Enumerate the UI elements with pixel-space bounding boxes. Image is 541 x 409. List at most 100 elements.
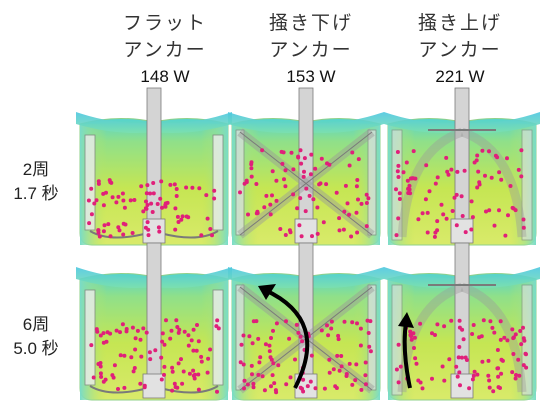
particle	[474, 158, 479, 163]
particle	[435, 322, 440, 327]
particle	[262, 388, 267, 393]
particle-cloud	[86, 178, 217, 239]
particle	[164, 318, 168, 323]
particle	[457, 318, 462, 323]
particle	[144, 199, 148, 204]
particle	[513, 376, 518, 381]
particle	[299, 161, 304, 166]
particle	[409, 337, 414, 342]
particle	[241, 362, 246, 367]
particle	[356, 157, 361, 162]
particle	[423, 197, 428, 202]
particle	[130, 231, 135, 235]
particle	[97, 234, 102, 239]
particle	[169, 328, 174, 333]
particle	[148, 357, 153, 362]
particle	[470, 332, 475, 336]
particle	[495, 366, 500, 371]
anchor-arm-left	[89, 230, 149, 239]
particle	[276, 363, 281, 368]
particle	[301, 389, 306, 394]
particle	[280, 161, 285, 166]
particle	[212, 196, 217, 201]
particle	[272, 381, 277, 386]
particle	[404, 160, 409, 165]
particle	[350, 320, 355, 325]
particle	[486, 373, 491, 378]
particle	[118, 330, 122, 335]
particle	[441, 212, 446, 217]
particle	[476, 169, 481, 174]
particle	[435, 219, 440, 224]
particle	[454, 364, 459, 369]
particle	[395, 150, 400, 154]
particle	[519, 342, 524, 347]
anchor-blade-right	[212, 289, 224, 386]
particle	[177, 327, 182, 332]
particle	[394, 187, 398, 192]
particle	[461, 337, 466, 342]
particle	[155, 202, 160, 206]
particle	[114, 200, 119, 205]
particle	[244, 178, 249, 183]
particle	[175, 214, 180, 219]
particle	[395, 169, 400, 174]
particle	[396, 163, 401, 168]
particle	[487, 208, 492, 213]
particle	[342, 209, 347, 214]
particle	[345, 201, 350, 206]
particle	[329, 326, 334, 331]
particle	[296, 330, 301, 335]
particle	[442, 324, 447, 329]
particle	[333, 384, 338, 389]
particle	[156, 225, 161, 230]
particle	[447, 357, 452, 362]
anchor-post-left	[235, 284, 245, 391]
particle	[162, 342, 167, 347]
particle	[254, 182, 259, 186]
particle	[174, 318, 179, 323]
particle	[284, 382, 289, 387]
particle	[139, 354, 144, 359]
particle	[355, 178, 360, 182]
particle	[521, 325, 525, 330]
power-value: 148 W	[140, 67, 190, 86]
particle	[149, 201, 154, 206]
particle	[457, 345, 462, 349]
particle	[215, 389, 219, 394]
particle	[128, 198, 133, 203]
particle	[495, 348, 500, 352]
column-header-line2: アンカー	[269, 39, 353, 61]
time-label: 1.7 秒	[13, 184, 59, 203]
particle	[307, 193, 312, 198]
particle	[427, 189, 432, 194]
particle	[424, 163, 429, 168]
particle	[406, 186, 411, 191]
particle	[104, 190, 108, 195]
particle	[363, 373, 368, 378]
particle	[325, 323, 329, 328]
particle	[492, 330, 497, 335]
particle	[449, 318, 454, 323]
particle	[308, 172, 313, 177]
particle	[300, 339, 305, 344]
particle	[487, 149, 491, 154]
particle	[364, 224, 369, 229]
particle	[180, 214, 185, 219]
particle	[110, 195, 115, 200]
particle	[89, 212, 94, 217]
particle	[96, 181, 101, 186]
particle	[116, 225, 121, 230]
particle	[425, 230, 430, 235]
particle	[291, 167, 296, 172]
particle	[467, 386, 472, 391]
particle	[196, 339, 201, 344]
impeller-shaft	[146, 87, 162, 232]
particle	[129, 355, 134, 360]
particle	[409, 334, 414, 339]
particle	[251, 385, 256, 390]
particle	[446, 172, 451, 177]
particle	[303, 209, 308, 214]
particle	[278, 227, 283, 231]
particle	[270, 373, 275, 378]
